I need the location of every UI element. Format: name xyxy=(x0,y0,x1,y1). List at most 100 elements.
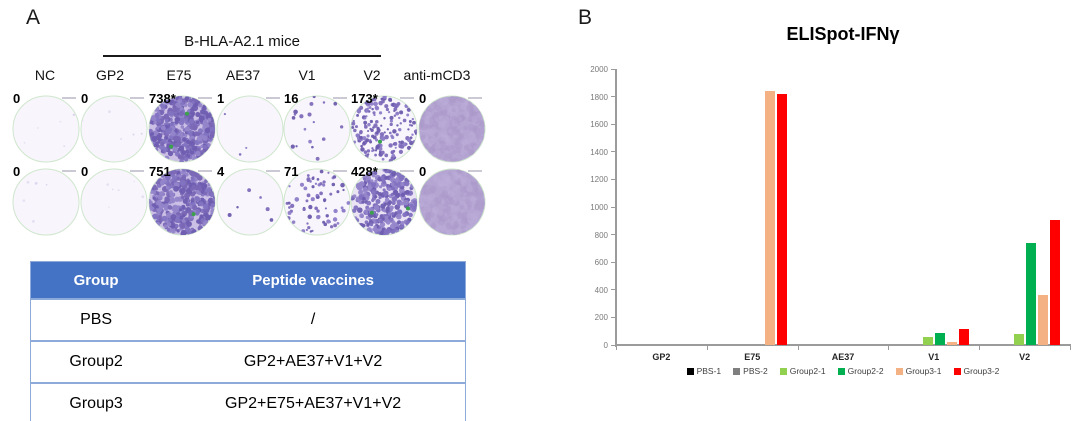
well-image xyxy=(418,95,486,163)
well-watermark xyxy=(130,170,144,172)
legend-swatch xyxy=(895,367,903,375)
well-image xyxy=(148,168,216,236)
y-tick-label: 0 xyxy=(603,341,608,350)
well-watermark xyxy=(333,97,347,99)
well-spot-count: 1 xyxy=(217,91,225,106)
well-spot-count: 751 xyxy=(149,164,171,179)
category-slot xyxy=(979,69,1070,345)
well-watermark xyxy=(62,170,76,172)
y-tick-mark xyxy=(611,289,616,291)
well-watermark xyxy=(468,97,482,99)
x-tick-mark xyxy=(979,346,981,350)
well-watermark xyxy=(266,97,280,99)
bar-group3-2-v2 xyxy=(1049,220,1060,345)
well-watermark xyxy=(400,170,414,172)
legend-swatch xyxy=(733,367,741,375)
y-tick-label: 600 xyxy=(594,258,608,268)
y-tick-label: 1000 xyxy=(590,203,608,212)
table-cell: Group3 xyxy=(69,395,123,412)
well-column-label: anti-mCD3 xyxy=(403,67,471,83)
y-axis xyxy=(615,69,617,347)
x-category-label: AE37 xyxy=(831,352,855,362)
well-column-label: AE37 xyxy=(225,67,261,83)
assay-well xyxy=(350,95,418,163)
x-tick-mark xyxy=(888,346,890,350)
bar-group2-1-v1 xyxy=(922,336,933,345)
table-header-cell: Group xyxy=(73,271,119,289)
well-column-label: E75 xyxy=(166,67,192,83)
assay-well xyxy=(216,168,284,236)
legend-label: PBS-2 xyxy=(743,366,768,376)
well-spot-count: 0 xyxy=(81,91,89,106)
legend-swatch xyxy=(686,367,694,375)
well-spot-count: 0 xyxy=(13,91,21,106)
table-header-row: Group Peptide vaccines xyxy=(31,262,465,298)
x-tick-mark xyxy=(797,346,799,350)
y-tick-label: 1600 xyxy=(590,120,608,130)
assay-well xyxy=(216,95,284,163)
assay-well xyxy=(148,95,216,163)
chart-legend: PBS-1 PBS-2 Group2-1 Group2-2 Group3-1 Group3… xyxy=(616,366,1070,376)
bar-group3-1-v2 xyxy=(1037,294,1048,345)
table-row: Group3 GP2+E75+AE37+V1+V2 xyxy=(31,382,465,421)
table-cell: / xyxy=(310,311,316,328)
category-slot xyxy=(616,69,707,345)
legend-label: Group3-2 xyxy=(963,366,1000,376)
y-tick-mark xyxy=(611,68,616,70)
table-cell: Group2 xyxy=(69,353,123,370)
assay-well xyxy=(418,168,486,236)
vaccine-table: Group Peptide vaccines PBS / Group2 GP2+AE37+… xyxy=(30,261,466,421)
bar-group3-2-e75 xyxy=(777,93,788,345)
well-watermark xyxy=(130,97,144,99)
well-image xyxy=(12,168,80,236)
well-spot-count: 16 xyxy=(284,91,299,106)
well-image xyxy=(283,95,351,163)
assay-well xyxy=(80,95,148,163)
assay-well xyxy=(283,168,351,236)
legend-label: Group2-1 xyxy=(789,366,826,376)
well-spot-count: 0 xyxy=(13,164,21,179)
well-watermark xyxy=(198,170,212,172)
well-spot-count: 71 xyxy=(284,164,299,179)
well-spot-count: 173* xyxy=(351,91,378,106)
well-column-label: NC xyxy=(34,67,56,83)
y-tick-mark xyxy=(611,261,616,263)
legend-swatch xyxy=(779,367,787,375)
x-tick-mark xyxy=(616,346,617,350)
table-header-cell: Peptide vaccines xyxy=(252,271,374,289)
legend-label: PBS-1 xyxy=(696,366,722,376)
well-image xyxy=(283,168,351,236)
well-spot-count: 0 xyxy=(419,164,427,179)
x-category-label: E75 xyxy=(744,352,761,362)
y-tick-label: 800 xyxy=(594,230,608,240)
well-image xyxy=(80,95,148,163)
y-tick-mark xyxy=(611,206,616,208)
chart-title: ELISpot-IFNγ xyxy=(786,24,900,44)
well-image xyxy=(216,168,284,236)
well-column-label: V1 xyxy=(298,67,316,83)
bar-group3-1-e75 xyxy=(765,91,776,345)
table-cell: GP2+E75+AE37+V1+V2 xyxy=(225,395,402,412)
y-tick-mark xyxy=(611,96,616,98)
assay-well xyxy=(148,168,216,236)
y-tick-mark xyxy=(611,316,616,318)
bar-group3-2-v1 xyxy=(958,329,969,345)
x-category-label: V2 xyxy=(1019,352,1031,362)
well-spot-count: 428* xyxy=(351,164,378,179)
panel-b-label: B xyxy=(578,6,593,29)
legend-item-pbs-1: PBS-1 xyxy=(686,366,722,376)
assay-well xyxy=(12,95,80,163)
y-tick-label: 400 xyxy=(594,285,608,295)
x-category-label: GP2 xyxy=(652,352,671,362)
table-row: Group2 GP2+AE37+V1+V2 xyxy=(31,340,465,382)
legend-swatch xyxy=(953,367,961,375)
x-axis xyxy=(615,344,1071,346)
well-watermark xyxy=(400,97,414,99)
assay-well xyxy=(12,168,80,236)
y-tick-mark xyxy=(611,234,616,236)
y-tick-label: 2000 xyxy=(590,65,608,74)
legend-item-group2-1: Group2-1 xyxy=(779,366,826,376)
mice-group-header: B-HLA-A2.1 mice xyxy=(184,33,300,50)
well-column-label: V2 xyxy=(363,67,381,83)
